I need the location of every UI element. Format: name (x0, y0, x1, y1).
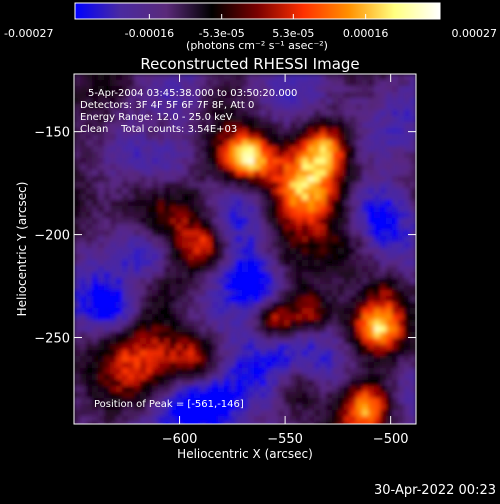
colorbar-tick-label: 0.00027 (452, 27, 498, 40)
colorbar (75, 3, 440, 19)
colorbar-tick-label: 5.3e-05 (272, 27, 314, 40)
peak-position-label: Position of Peak = [-561,-146] (94, 399, 244, 410)
info-detectors: Detectors: 3F 4F 5F 6F 7F 8F, Att 0 (80, 100, 254, 111)
info-clean: Clean Total counts: 3.54E+03 (80, 124, 237, 135)
colorbar-tick-label: 0.00016 (343, 27, 389, 40)
x-tick-label: −500 (373, 432, 409, 447)
info-energy: Energy Range: 12.0 - 25.0 keV (80, 112, 233, 123)
x-axis-label: Heliocentric X (arcsec) (177, 447, 313, 461)
render-timestamp: 30-Apr-2022 00:23 (374, 483, 496, 498)
plot-frame (73, 73, 417, 425)
y-tick-label: −250 (34, 332, 70, 347)
y-axis-ticks: −150 −200 −250 (34, 126, 416, 347)
colorbar-ticks: -0.00027 -0.00016 -5.3e-05 5.3e-05 0.00016 0.… (4, 14, 497, 40)
colorbar-units: (photons cm⁻² s⁻¹ asec⁻²) (186, 39, 328, 52)
x-axis-ticks: −600 −550 −500 (162, 74, 409, 447)
colorbar-frame (74, 2, 441, 20)
y-tick-label: −150 (34, 126, 70, 141)
colorbar-tick-label: -0.00027 (4, 27, 53, 40)
info-time-range: 5-Apr-2004 03:45:38.000 to 03:50:20.000 (88, 88, 297, 99)
reconstructed-image (74, 74, 416, 424)
y-tick-label: −200 (34, 229, 70, 244)
x-tick-label: −550 (267, 432, 303, 447)
x-tick-label: −600 (162, 432, 198, 447)
plot-title: Reconstructed RHESSI Image (140, 55, 359, 73)
y-axis-label: Heliocentric Y (arcsec) (15, 182, 29, 317)
colorbar-tick-label: -5.3e-05 (199, 27, 245, 40)
colorbar-tick-label: -0.00016 (125, 27, 174, 40)
